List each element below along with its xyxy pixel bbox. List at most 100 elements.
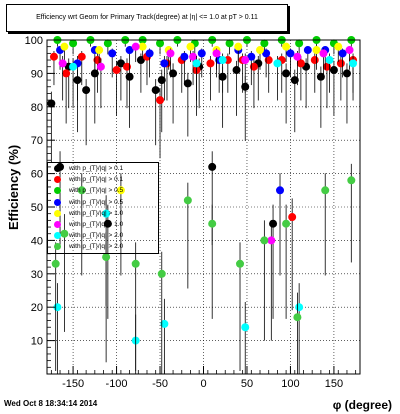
data-point	[232, 66, 241, 75]
data-point	[138, 42, 147, 51]
data-point	[293, 313, 302, 322]
data-point	[96, 62, 105, 71]
data-point	[131, 42, 140, 51]
data-point	[77, 52, 86, 61]
data-point	[51, 259, 60, 268]
legend-item: with p_{T}/|q| > 1.0	[48, 219, 158, 230]
data-point	[212, 49, 221, 58]
data-point	[103, 39, 112, 48]
legend-marker	[54, 221, 61, 229]
axes: -150 -100 -50 0 50 100 150 10 20 30 40 50 60 70 80 90 10…	[25, 35, 361, 390]
data-point	[296, 59, 305, 68]
data-point	[247, 52, 256, 61]
legend: with p_{T}/|q| > 0.1 with p_{T}/|q| > 0.…	[47, 162, 159, 254]
data-point	[60, 42, 69, 51]
data-point	[60, 229, 69, 238]
data-point	[166, 49, 175, 58]
data-point	[288, 213, 297, 222]
data-point	[157, 76, 166, 85]
legend-marker	[54, 176, 61, 184]
data-point	[241, 56, 250, 65]
y-tick-label: 60	[31, 169, 43, 181]
data-point	[102, 253, 111, 262]
data-point	[334, 42, 343, 51]
data-point	[276, 186, 285, 195]
legend-item: with p_{T}/|q| > 1.0	[48, 208, 158, 219]
data-point	[49, 52, 58, 61]
legend-item: with p_{T}/|q| > 0.1	[48, 163, 158, 174]
data-point	[186, 42, 195, 51]
data-point	[349, 59, 358, 68]
data-point	[236, 259, 245, 268]
data-point	[303, 46, 312, 55]
data-point	[218, 56, 227, 65]
legend-label: with p_{T}/|q| > 0.1	[69, 165, 124, 173]
y-axis-label: Efficiency (%)	[6, 144, 21, 230]
data-point	[338, 49, 347, 58]
data-point	[108, 49, 117, 58]
chart-title: Efficiency wrt Geom for Primary Track(de…	[6, 4, 288, 32]
data-point	[69, 62, 78, 71]
legend-label: with p_{T}/|q| > 2.0	[69, 243, 124, 251]
data-point	[151, 86, 160, 95]
data-point	[156, 96, 165, 105]
x-tick-label: 100	[281, 378, 299, 390]
legend-label: with p_{T}/|q| > 0.1	[69, 176, 124, 184]
legend-marker	[54, 198, 61, 206]
legend-label: with p_{T}/|q| > 1.0	[69, 209, 124, 217]
data-point	[282, 219, 291, 228]
data-point	[58, 59, 67, 68]
data-point	[273, 59, 282, 68]
data-point	[95, 46, 104, 55]
data-point	[47, 99, 56, 108]
x-tick-label: -150	[62, 378, 84, 390]
data-point	[286, 49, 295, 58]
data-point	[90, 69, 99, 78]
data-point	[316, 72, 325, 81]
y-tick-label: 100	[25, 35, 43, 47]
x-tick-label: 0	[200, 378, 206, 390]
y-tick-label: 10	[31, 336, 43, 348]
y-tick-label: 90	[31, 68, 43, 80]
data-point	[125, 46, 134, 55]
data-point	[192, 59, 201, 68]
y-tick-label: 70	[31, 135, 43, 147]
data-point	[319, 49, 328, 58]
legend-marker	[54, 243, 61, 251]
legend-item: with p_{T}/|q| > 0.5	[48, 197, 158, 208]
data-point	[345, 46, 354, 55]
data-point	[264, 56, 273, 65]
data-point	[282, 42, 291, 51]
data-point	[321, 186, 330, 195]
data-point	[156, 39, 165, 48]
data-point	[160, 319, 169, 328]
data-point	[295, 303, 304, 312]
data-point	[290, 76, 299, 85]
legend-marker	[54, 232, 61, 240]
data-point	[267, 236, 276, 245]
data-point	[180, 52, 189, 61]
x-axis-label: φ (degree)	[332, 398, 392, 412]
data-point	[260, 236, 269, 245]
data-point	[145, 49, 154, 58]
data-point	[169, 69, 178, 78]
data-point	[62, 69, 71, 78]
data-point	[122, 62, 131, 71]
y-tick-label: 40	[31, 235, 43, 247]
y-tick-label: 20	[31, 302, 43, 314]
data-point	[69, 39, 78, 48]
data-point	[249, 62, 258, 71]
legend-item: with p_{T}/|q| > 2.0	[48, 230, 158, 241]
data-point	[329, 66, 338, 75]
x-tick-label: -100	[106, 378, 128, 390]
data-point	[269, 219, 278, 228]
data-point	[342, 69, 351, 78]
y-tick-label: 30	[31, 269, 43, 281]
data-point	[312, 46, 321, 55]
y-tick-label: 50	[31, 202, 43, 214]
data-point	[77, 186, 86, 195]
data-point	[234, 42, 243, 51]
data-point	[112, 66, 121, 75]
legend-marker	[54, 187, 61, 195]
